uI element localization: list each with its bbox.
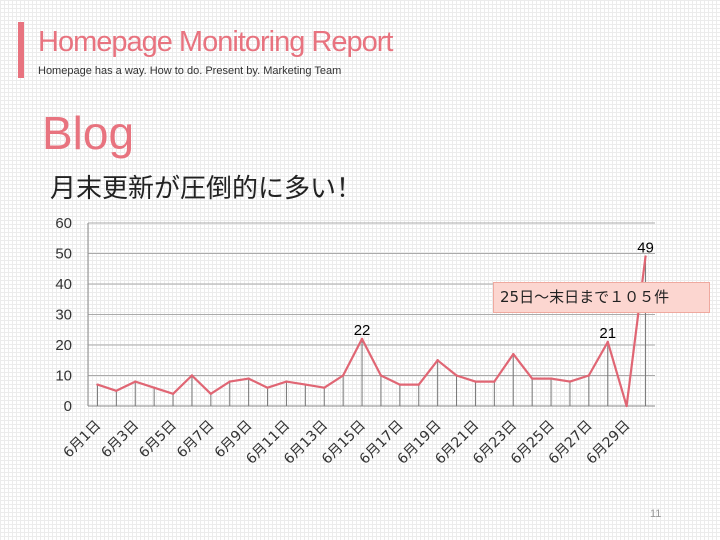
series-line <box>97 256 647 408</box>
data-point <box>417 383 420 386</box>
data-point <box>228 380 231 383</box>
data-point <box>360 337 364 341</box>
headline: 月末更新が圧倒的に多い！ <box>50 174 363 204</box>
data-point <box>625 404 628 408</box>
data-point <box>96 383 99 386</box>
data-label: 22 <box>354 322 371 339</box>
data-point <box>134 380 137 383</box>
x-tick-label: 6月7日 <box>174 418 218 462</box>
data-point <box>379 374 383 377</box>
data-point <box>266 386 269 389</box>
data-label: 49 <box>637 240 654 257</box>
data-point <box>247 377 250 380</box>
y-tick-label: 10 <box>55 368 72 385</box>
x-tick-label: 6月3日 <box>98 418 142 462</box>
page-number: 11 <box>650 508 662 520</box>
data-point <box>568 380 572 383</box>
y-tick-label: 40 <box>55 276 72 293</box>
data-point <box>455 374 458 377</box>
data-point <box>285 380 288 383</box>
data-point <box>549 377 553 380</box>
section-title: Blog <box>42 107 135 159</box>
data-point <box>190 374 194 377</box>
y-tick-label: 60 <box>55 215 72 232</box>
data-point <box>398 383 402 386</box>
data-point <box>171 392 175 395</box>
data-point <box>587 374 591 377</box>
data-point <box>530 377 534 380</box>
data-point <box>115 389 118 392</box>
x-tick-label: 6月5日 <box>136 418 180 462</box>
data-label: 21 <box>599 325 616 342</box>
data-point <box>209 392 213 395</box>
y-tick-label: 50 <box>55 246 72 263</box>
data-point <box>436 359 439 362</box>
y-tick-label: 30 <box>55 307 72 324</box>
data-point <box>341 374 345 377</box>
data-point <box>304 383 307 386</box>
data-point <box>493 380 496 383</box>
data-point <box>644 255 647 258</box>
data-point <box>474 380 477 383</box>
report-subtitle: Homepage has a way. How to do. Present b… <box>38 65 342 77</box>
x-tick-label: 6月1日 <box>61 418 105 462</box>
callout-box: 25日〜末日まで１０５件 <box>493 282 710 313</box>
report-title: Homepage Monitoring Report <box>38 26 393 58</box>
y-tick-label: 20 <box>55 337 72 354</box>
data-point <box>606 340 609 344</box>
data-point <box>323 386 326 389</box>
title-accent-bar <box>18 22 24 78</box>
data-point <box>512 352 515 356</box>
data-point <box>152 386 156 389</box>
y-tick-label: 0 <box>64 398 72 415</box>
